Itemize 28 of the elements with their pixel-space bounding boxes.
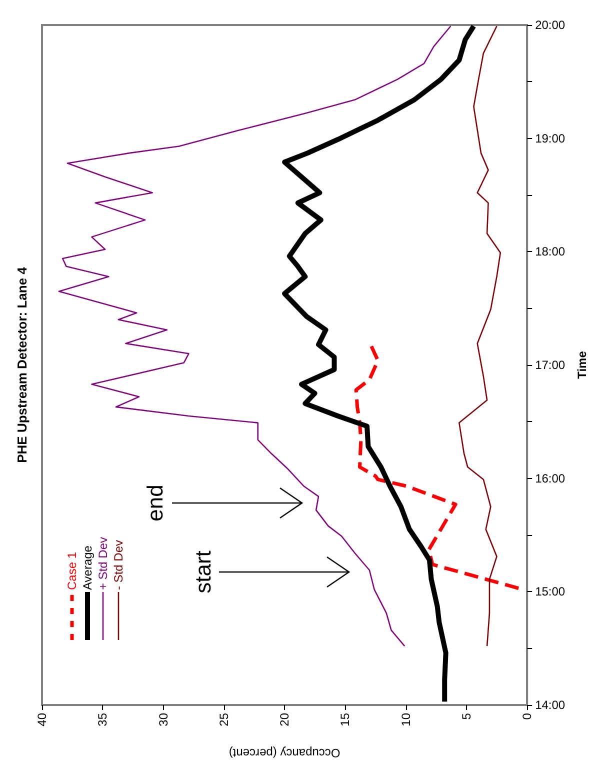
y-tick-label: 16:00 [535,471,566,486]
text: Average [80,545,94,590]
y-tick-label: 20:00 [535,18,566,32]
text: + Std Dev [96,536,110,590]
text: - Std Dev [112,540,126,590]
x-tick-label: 0 [520,712,534,720]
annotation: end [142,484,168,522]
y-axis-title: Time [575,350,589,379]
x-tick-label: 15 [338,712,352,726]
y-tick-label: 18:00 [535,244,566,259]
x-tick-label: 25 [216,712,231,726]
x-tick-label: 35 [96,712,110,726]
y-tick-label: 14:00 [535,698,566,712]
annotation: start [190,550,216,594]
line-series [354,342,520,590]
x-tick-label: 30 [156,712,170,726]
line-series [458,25,502,647]
x-axis-title: Occupancy (percent) [228,746,340,760]
y-tick-label: 15:00 [535,584,566,599]
x-tick-label: 10 [398,712,413,726]
x-tick-label: 20 [278,712,292,726]
text: Case 1 [65,552,79,590]
x-tick-label: 5 [459,712,474,720]
x-tick-label: 40 [35,712,49,726]
y-tick-label: 19:00 [535,131,566,146]
y-tick-label: 17:00 [535,358,566,372]
line-series [58,25,452,647]
text: PHE Upstream Detector: Lane 4 [14,266,30,463]
